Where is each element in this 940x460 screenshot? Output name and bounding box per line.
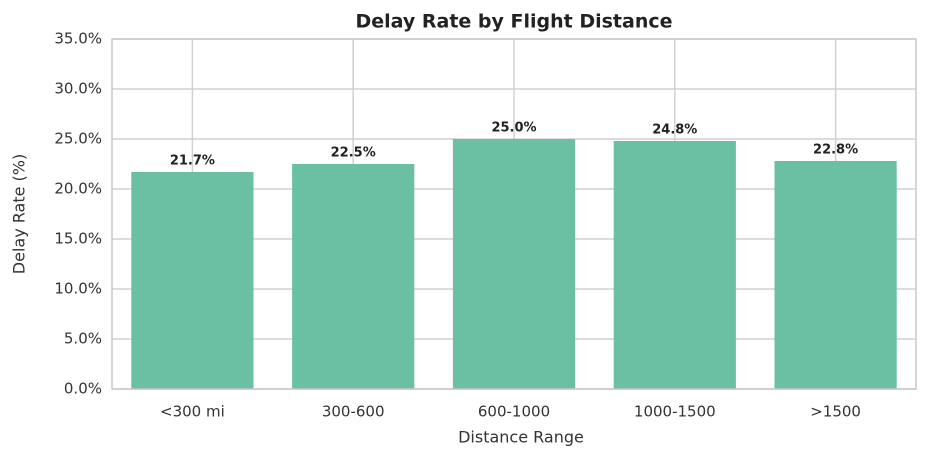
- value-label: 25.0%: [491, 121, 536, 136]
- y-tick-label: 5.0%: [64, 330, 102, 348]
- y-tick-label: 35.0%: [54, 30, 102, 48]
- bar: [131, 172, 254, 389]
- y-tick-label: 25.0%: [54, 130, 102, 148]
- y-axis-label: Delay Rate (%): [10, 154, 29, 274]
- x-tick-label: 300-600: [322, 403, 385, 421]
- value-label: 21.7%: [170, 154, 215, 169]
- x-axis-label: Distance Range: [458, 428, 584, 447]
- bar: [452, 139, 576, 389]
- value-label: 22.8%: [813, 143, 858, 158]
- x-tick-label: 600-1000: [478, 403, 550, 421]
- x-tick-label: <300 mi: [160, 403, 225, 421]
- y-tick-label: 30.0%: [54, 80, 102, 98]
- value-label: 24.8%: [652, 123, 697, 138]
- chart-title: Delay Rate by Flight Distance: [355, 11, 672, 33]
- x-tick-label: >1500: [810, 403, 861, 421]
- x-tick-label: 1000-1500: [634, 403, 716, 421]
- bar: [292, 164, 415, 389]
- bar: [613, 141, 736, 389]
- bar: [774, 161, 897, 389]
- y-tick-label: 20.0%: [54, 180, 102, 198]
- value-label: 22.5%: [331, 146, 376, 161]
- y-tick-label: 0.0%: [64, 380, 102, 398]
- y-tick-label: 15.0%: [54, 230, 102, 248]
- plot-frame: [111, 38, 917, 390]
- y-tick-label: 10.0%: [54, 280, 102, 298]
